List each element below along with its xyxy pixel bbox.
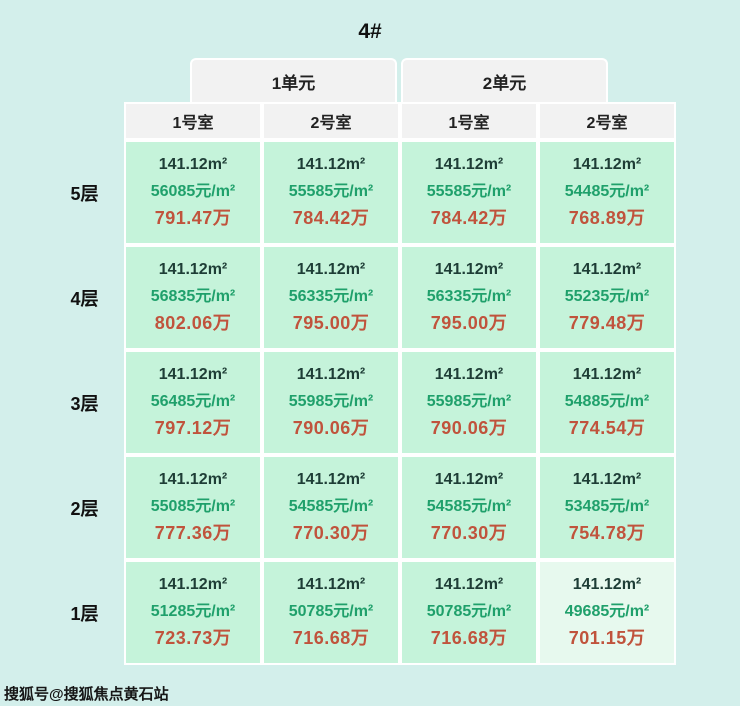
price-cell: 141.12m² 56335元/m² 795.00万 bbox=[262, 245, 400, 350]
room-header-2: 2号室 bbox=[262, 102, 400, 140]
floor-label: 3层 bbox=[70, 393, 99, 414]
total-price-value: 768.89万 bbox=[568, 207, 646, 228]
room-header-4: 2号室 bbox=[538, 102, 676, 140]
total-price-value: 790.06万 bbox=[292, 417, 370, 438]
total-price-value: 770.30万 bbox=[430, 522, 508, 543]
price-cell: 141.12m² 54885元/m² 774.54万 bbox=[538, 350, 676, 455]
unit-price-value: 55985元/m² bbox=[288, 392, 374, 410]
price-cell: 141.12m² 54485元/m² 768.89万 bbox=[538, 140, 676, 245]
area-value: 141.12m² bbox=[434, 365, 504, 383]
price-cell: 141.12m² 53485元/m² 754.78万 bbox=[538, 455, 676, 560]
area-value: 141.12m² bbox=[572, 155, 642, 173]
unit-price-value: 56335元/m² bbox=[426, 287, 512, 305]
unit-price-value: 54585元/m² bbox=[288, 497, 374, 515]
unit-header-row: 1单元 2单元 bbox=[190, 58, 608, 102]
total-price-value: 770.30万 bbox=[292, 522, 370, 543]
total-price-value: 716.68万 bbox=[292, 627, 370, 648]
price-cell: 141.12m² 49685元/m² 701.15万 bbox=[538, 560, 676, 665]
total-price-value: 795.00万 bbox=[430, 312, 508, 333]
unit-price-value: 55585元/m² bbox=[288, 182, 374, 200]
unit-price-value: 49685元/m² bbox=[564, 602, 650, 620]
price-cell: 141.12m² 54585元/m² 770.30万 bbox=[262, 455, 400, 560]
total-price-value: 754.78万 bbox=[568, 522, 646, 543]
unit-price-value: 50785元/m² bbox=[288, 602, 374, 620]
area-value: 141.12m² bbox=[572, 575, 642, 593]
price-cell: 141.12m² 50785元/m² 716.68万 bbox=[400, 560, 538, 665]
total-price-value: 797.12万 bbox=[154, 417, 232, 438]
area-value: 141.12m² bbox=[434, 155, 504, 173]
unit-tab-2: 2单元 bbox=[401, 58, 608, 102]
area-value: 141.12m² bbox=[572, 470, 642, 488]
total-price-value: 777.36万 bbox=[154, 522, 232, 543]
area-value: 141.12m² bbox=[158, 470, 228, 488]
unit-price-value: 56485元/m² bbox=[150, 392, 236, 410]
total-price-value: 795.00万 bbox=[292, 312, 370, 333]
total-price-value: 779.48万 bbox=[568, 312, 646, 333]
price-cell: 141.12m² 56335元/m² 795.00万 bbox=[400, 245, 538, 350]
unit-price-value: 55985元/m² bbox=[426, 392, 512, 410]
unit-price-value: 51285元/m² bbox=[150, 602, 236, 620]
area-value: 141.12m² bbox=[434, 260, 504, 278]
price-cell: 141.12m² 55235元/m² 779.48万 bbox=[538, 245, 676, 350]
unit-price-value: 54885元/m² bbox=[564, 392, 650, 410]
floor-label: 5层 bbox=[70, 183, 99, 204]
watermark: 搜狐号@搜狐焦点黄石站 bbox=[4, 686, 169, 703]
unit-price-value: 54485元/m² bbox=[564, 182, 650, 200]
price-cell: 141.12m² 55085元/m² 777.36万 bbox=[124, 455, 262, 560]
total-price-value: 701.15万 bbox=[568, 627, 646, 648]
area-value: 141.12m² bbox=[158, 575, 228, 593]
total-price-value: 784.42万 bbox=[292, 207, 370, 228]
price-cell: 141.12m² 55985元/m² 790.06万 bbox=[400, 350, 538, 455]
price-cell: 141.12m² 55585元/m² 784.42万 bbox=[400, 140, 538, 245]
area-value: 141.12m² bbox=[296, 260, 366, 278]
total-price-value: 723.73万 bbox=[154, 627, 232, 648]
unit-price-value: 55585元/m² bbox=[426, 182, 512, 200]
total-price-value: 774.54万 bbox=[568, 417, 646, 438]
unit-price-value: 50785元/m² bbox=[426, 602, 512, 620]
area-value: 141.12m² bbox=[158, 365, 228, 383]
total-price-value: 791.47万 bbox=[154, 207, 232, 228]
total-price-value: 784.42万 bbox=[430, 207, 508, 228]
price-table: 1号室 2号室 1号室 2号室 5层 141.12m² 56085元/m² 791.47万 14… bbox=[45, 102, 740, 665]
price-cell: 141.12m² 55585元/m² 784.42万 bbox=[262, 140, 400, 245]
unit-price-value: 56335元/m² bbox=[288, 287, 374, 305]
building-title: 4# bbox=[358, 20, 382, 43]
area-value: 141.12m² bbox=[572, 260, 642, 278]
area-value: 141.12m² bbox=[296, 575, 366, 593]
area-value: 141.12m² bbox=[158, 155, 228, 173]
price-cell: 141.12m² 56485元/m² 797.12万 bbox=[124, 350, 262, 455]
area-value: 141.12m² bbox=[572, 365, 642, 383]
area-value: 141.12m² bbox=[296, 470, 366, 488]
unit-price-value: 55235元/m² bbox=[564, 287, 650, 305]
corner-spacer bbox=[45, 102, 124, 140]
unit-price-value: 56835元/m² bbox=[150, 287, 236, 305]
area-value: 141.12m² bbox=[434, 470, 504, 488]
area-value: 141.12m² bbox=[296, 155, 366, 173]
unit-price-value: 55085元/m² bbox=[150, 497, 236, 515]
area-value: 141.12m² bbox=[158, 260, 228, 278]
unit-price-value: 53485元/m² bbox=[564, 497, 650, 515]
total-price-value: 802.06万 bbox=[154, 312, 232, 333]
unit-tab-1: 1单元 bbox=[190, 58, 397, 102]
unit-price-value: 56085元/m² bbox=[150, 182, 236, 200]
price-cell: 141.12m² 54585元/m² 770.30万 bbox=[400, 455, 538, 560]
total-price-value: 790.06万 bbox=[430, 417, 508, 438]
price-cell: 141.12m² 51285元/m² 723.73万 bbox=[124, 560, 262, 665]
total-price-value: 716.68万 bbox=[430, 627, 508, 648]
area-value: 141.12m² bbox=[296, 365, 366, 383]
price-cell: 141.12m² 56085元/m² 791.47万 bbox=[124, 140, 262, 245]
room-header-1: 1号室 bbox=[124, 102, 262, 140]
floor-label: 4层 bbox=[70, 288, 99, 309]
unit-price-value: 54585元/m² bbox=[426, 497, 512, 515]
price-cell: 141.12m² 56835元/m² 802.06万 bbox=[124, 245, 262, 350]
price-cell: 141.12m² 50785元/m² 716.68万 bbox=[262, 560, 400, 665]
floor-label: 2层 bbox=[70, 498, 99, 519]
price-cell: 141.12m² 55985元/m² 790.06万 bbox=[262, 350, 400, 455]
floor-label: 1层 bbox=[70, 603, 99, 624]
room-header-3: 1号室 bbox=[400, 102, 538, 140]
area-value: 141.12m² bbox=[434, 575, 504, 593]
